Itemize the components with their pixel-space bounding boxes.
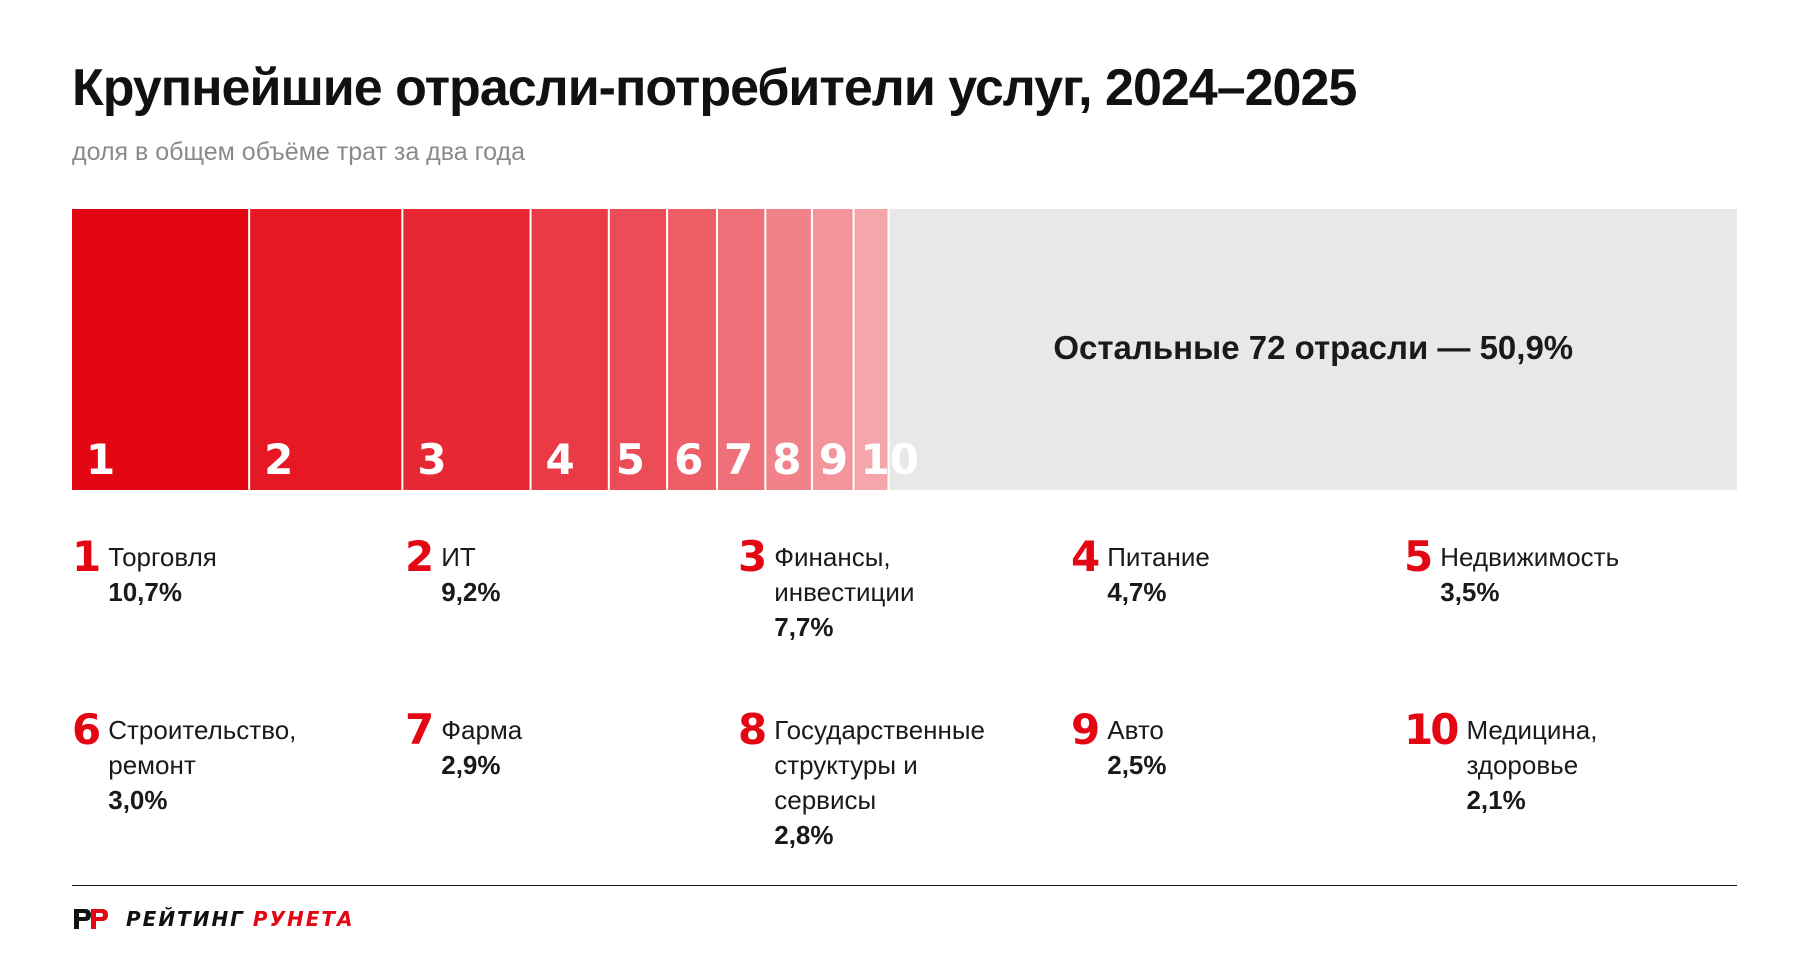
footer-logo-text: РЕЙТИНГ РУНЕТА [126, 907, 355, 931]
bar-segment-rank-4: 4 [546, 435, 575, 484]
legend-industry-name: ИТ [441, 542, 476, 572]
bar-segment-8 [766, 209, 811, 490]
rest-segment-label: Остальные 72 отрасли — 50,9% [1053, 329, 1573, 366]
legend-rank: 2 [405, 532, 434, 581]
legend-share-value: 4,7% [1107, 577, 1167, 607]
legend-rank: 9 [1071, 705, 1100, 754]
bar-segment-rank-8: 8 [772, 435, 801, 484]
legend-share-value: 9,2% [441, 577, 501, 607]
bar-segment-rank-9: 9 [819, 435, 848, 484]
bar-segment-rank-7: 7 [724, 435, 753, 484]
legend-item: 3 Финансы, инвестиции 7,7% [738, 536, 1071, 713]
legend-industry-name: Торговля [108, 542, 217, 572]
legend-rank: 8 [738, 705, 767, 754]
legend-industry-name: Медицина, здоровье [1466, 715, 1598, 780]
footer-divider [72, 885, 1737, 886]
bar-segment-rank-6: 6 [674, 435, 703, 484]
bar-segment-5 [609, 209, 667, 490]
bar-segment-1 [72, 209, 249, 490]
bar-segment-rank-5: 5 [616, 435, 645, 484]
legend-item: 9 Авто 2,5% [1071, 709, 1404, 886]
bar-segment-rank-2: 2 [264, 435, 293, 484]
legend: 1 Торговля 10,7% 2 ИТ 9,2% 3 Финансы, ин… [72, 536, 1737, 886]
legend-share-value: 3,5% [1440, 577, 1500, 607]
legend-share-value: 7,7% [774, 612, 834, 642]
legend-rank: 7 [405, 705, 434, 754]
bar-segment-rest [889, 209, 1737, 490]
legend-rank: 5 [1404, 532, 1433, 581]
legend-item: 6 Строительство, ремонт 3,0% [72, 709, 405, 886]
legend-share-value: 10,7% [108, 577, 182, 607]
bar-segment-7 [718, 209, 765, 490]
legend-industry-name: Финансы, инвестиции [774, 542, 915, 607]
legend-rank: 1 [72, 532, 101, 581]
bar-segment-3 [403, 209, 530, 490]
chart-subtitle: доля в общем объёме трат за два года [72, 138, 526, 166]
legend-industry-name: Недвижимость [1440, 542, 1620, 572]
legend-rank: 10 [1404, 705, 1459, 754]
legend-industry-name: Фарма [441, 715, 523, 745]
legend-item: 4 Питание 4,7% [1071, 536, 1404, 713]
rating-runeta-logo-icon [74, 909, 108, 929]
legend-row-2: 6 Строительство, ремонт 3,0% 7 Фарма 2,9… [72, 709, 1737, 886]
bar-segment-10 [854, 209, 888, 490]
legend-share-value: 2,9% [441, 750, 501, 780]
bar-segment-2 [250, 209, 402, 490]
bar-segment-9 [812, 209, 853, 490]
legend-item: 7 Фарма 2,9% [405, 709, 738, 886]
legend-rank: 4 [1071, 532, 1100, 581]
legend-item: 2 ИТ 9,2% [405, 536, 738, 713]
chart-title: Крупнейшие отрасли-потребители услуг, 20… [72, 59, 1357, 117]
legend-item: 8 Государственные структуры и сервисы 2,… [738, 709, 1071, 886]
legend-share-value: 2,5% [1107, 750, 1167, 780]
logo-word-rating: РЕЙТИНГ [126, 907, 245, 931]
bar-segment-rank-10: 10 [861, 435, 919, 484]
bar-segment-rank-3: 3 [417, 435, 446, 484]
logo-word-runeta: РУНЕТА [252, 907, 355, 931]
legend-share-value: 3,0% [108, 785, 168, 815]
bar-segment-6 [668, 209, 717, 490]
legend-item: 1 Торговля 10,7% [72, 536, 405, 713]
legend-rank: 3 [738, 532, 767, 581]
legend-share-value: 2,8% [774, 820, 834, 850]
legend-industry-name: Строительство, ремонт [108, 715, 297, 780]
legend-industry-name: Питание [1107, 542, 1210, 572]
legend-item: 5 Недвижимость 3,5% [1404, 536, 1737, 713]
legend-item: 10 Медицина, здоровье 2,1% [1404, 709, 1737, 886]
bar-segment-rank-1: 1 [86, 435, 115, 484]
legend-industry-name: Государственные структуры и сервисы [774, 715, 986, 815]
bar-segment-4 [531, 209, 608, 490]
legend-industry-name: Авто [1107, 715, 1164, 745]
legend-row-1: 1 Торговля 10,7% 2 ИТ 9,2% 3 Финансы, ин… [72, 536, 1737, 713]
footer: РЕЙТИНГ РУНЕТА [72, 907, 355, 931]
legend-share-value: 2,1% [1466, 785, 1526, 815]
legend-rank: 6 [72, 705, 101, 754]
share-bar-chart: 1 2 3 4 5 6 7 8 9 10 Остальные 72 отрасли — 50,9% [72, 209, 1737, 490]
